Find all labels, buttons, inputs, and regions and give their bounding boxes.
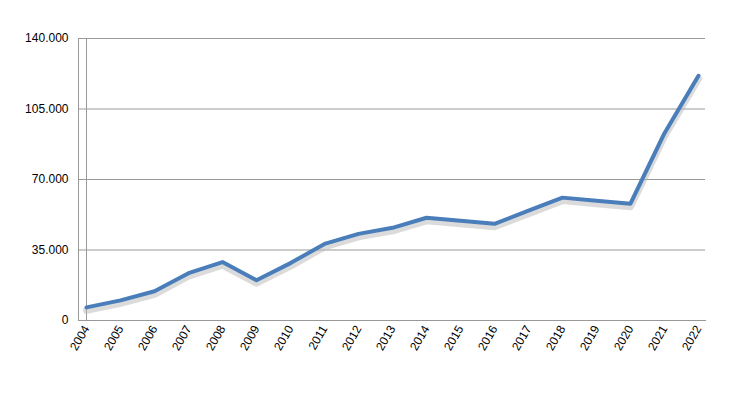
svg-text:2009: 2009 <box>237 323 263 353</box>
svg-text:2004: 2004 <box>67 323 93 353</box>
svg-text:2007: 2007 <box>169 323 195 353</box>
svg-text:2019: 2019 <box>577 323 603 353</box>
svg-text:70.000: 70.000 <box>32 172 69 186</box>
svg-text:2021: 2021 <box>645 323 671 353</box>
svg-text:2013: 2013 <box>373 323 399 353</box>
svg-text:2018: 2018 <box>543 323 569 353</box>
svg-text:2022: 2022 <box>679 323 705 353</box>
svg-text:2005: 2005 <box>101 323 127 353</box>
svg-text:140.000: 140.000 <box>25 31 69 45</box>
svg-text:35.000: 35.000 <box>32 243 69 257</box>
svg-text:2016: 2016 <box>475 323 501 353</box>
svg-text:2014: 2014 <box>407 323 433 353</box>
svg-text:2020: 2020 <box>611 323 637 353</box>
svg-text:2006: 2006 <box>135 323 161 353</box>
svg-text:2017: 2017 <box>509 323 535 353</box>
svg-text:2011: 2011 <box>305 323 330 353</box>
svg-text:0: 0 <box>62 313 69 327</box>
svg-text:2012: 2012 <box>339 323 365 353</box>
svg-text:2008: 2008 <box>203 323 229 353</box>
svg-text:2015: 2015 <box>441 323 467 353</box>
svg-text:105.000: 105.000 <box>25 102 69 116</box>
svg-text:2010: 2010 <box>271 323 297 353</box>
